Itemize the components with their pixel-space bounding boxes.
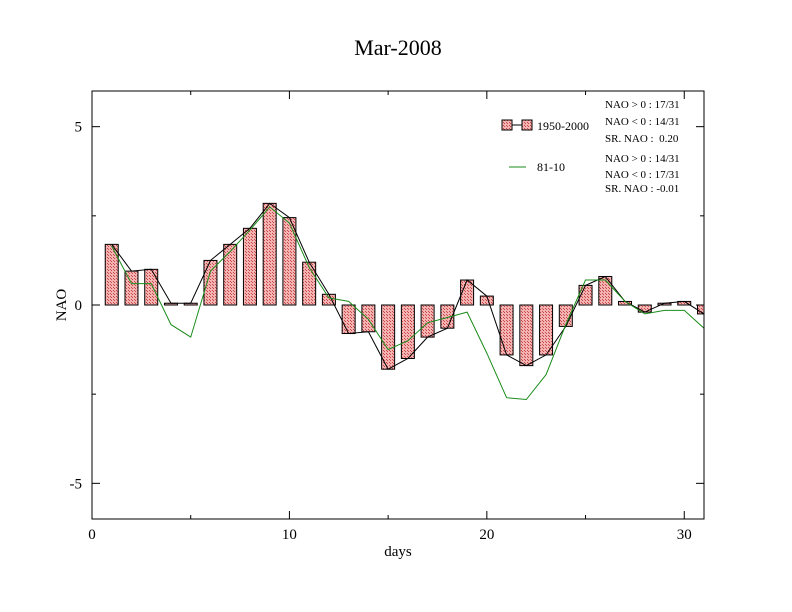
bar-day-7 — [223, 243, 238, 306]
bar-day-16 — [400, 304, 415, 359]
bar-day-23 — [539, 304, 554, 356]
legend-series-1950-2000: 1950-2000 — [537, 119, 589, 133]
bar-day-17 — [420, 304, 435, 338]
stat-8110-sr: SR. NAO : -0.01 — [605, 183, 679, 195]
bar-day-8 — [242, 227, 257, 306]
stat-1950-neg: NAO < 0 : 14/31 — [605, 116, 680, 128]
y-tick-label-0: 0 — [75, 298, 83, 314]
lines-layer — [111, 202, 705, 401]
legend: 1950-2000 81-10 NAO > 0 : 17/31 NAO < 0 … — [501, 99, 680, 195]
x-tick-label-0: 0 — [88, 527, 96, 543]
bar-day-9 — [262, 202, 277, 306]
x-tick-label-20: 20 — [479, 527, 494, 543]
y-tick-label--5: -5 — [70, 476, 83, 492]
legend-bar-swatch-right — [521, 119, 533, 131]
bar-day-2 — [124, 270, 139, 306]
bar-day-14 — [361, 304, 376, 333]
bar-day-3 — [144, 268, 159, 306]
bar-day-1 — [104, 243, 119, 306]
x-axis-label: days — [384, 544, 412, 560]
bar-day-13 — [341, 304, 356, 335]
x-tick-label-30: 30 — [677, 527, 692, 543]
bar-day-22 — [519, 304, 534, 367]
stat-8110-neg: NAO < 0 : 17/31 — [605, 169, 680, 181]
line-1950-2000 — [111, 202, 705, 370]
stat-1950-pos: NAO > 0 : 17/31 — [605, 99, 680, 111]
axes-layer: 0 10 20 30 -5 0 5 — [70, 91, 704, 543]
line-81-10 — [111, 206, 705, 401]
chart-title: Mar-2008 — [354, 35, 442, 60]
bar-day-24 — [558, 304, 573, 327]
legend-bar-swatch-left — [501, 119, 513, 131]
stat-1950-sr: SR. NAO : 0.20 — [605, 133, 679, 145]
bars-layer — [104, 202, 705, 370]
bar-day-21 — [499, 304, 514, 356]
y-axis-label: NAO — [54, 289, 70, 322]
bar-day-10 — [282, 217, 297, 306]
stat-8110-pos: NAO > 0 : 14/31 — [605, 153, 680, 165]
legend-series-81-10: 81-10 — [537, 160, 565, 174]
x-tick-label-10: 10 — [282, 527, 297, 543]
bar-day-31 — [697, 304, 705, 315]
bar-day-26 — [598, 275, 613, 306]
y-tick-label-5: 5 — [75, 120, 83, 136]
